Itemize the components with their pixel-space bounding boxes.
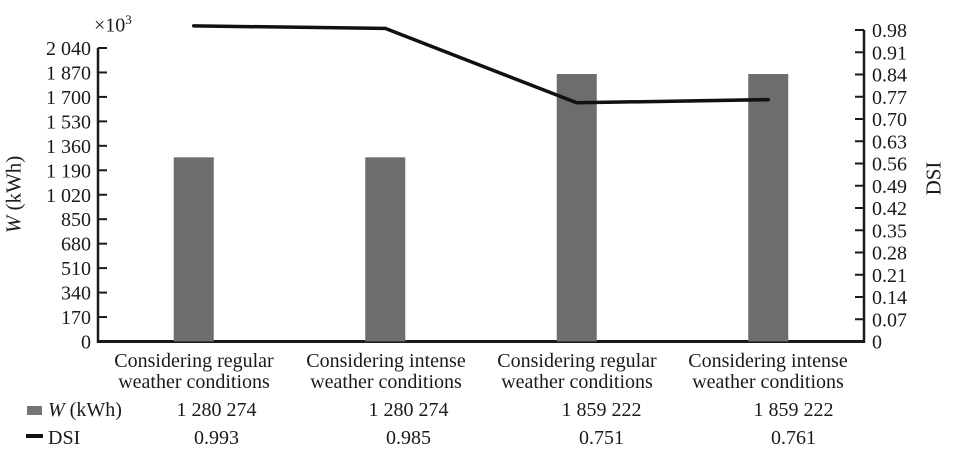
right-axis-tick-label: 0.56 [872,154,907,176]
left-axis-tick-label: 510 [61,258,91,280]
w-value: 1 280 274 [176,399,257,421]
left-axis-tick-label: 1 700 [46,87,91,109]
right-axis-tick-label: 0.70 [872,109,907,131]
left-axis-tick-label: 0 [81,332,91,354]
left-axis-tick-label: 1 360 [46,136,91,158]
left-axis-tick-label: 2 040 [46,38,91,60]
dsi-series-label: DSI [48,427,81,449]
right-axis-tick-label: 0.21 [872,265,907,287]
left-axis-tick-label: 340 [61,283,91,305]
dsi-series-marker-icon [26,434,43,438]
right-axis-tick-label: 0.91 [872,42,907,64]
left-axis-multiplier: ×103 [94,12,132,37]
left-axis-tick-label: 170 [61,307,91,329]
left-axis-title: W (kWh) [1,155,26,234]
bar-w [173,157,214,342]
right-axis-tick-label: 0.84 [872,65,907,87]
right-axis-tick-label: 0.07 [872,309,907,331]
w-value: 1 859 222 [753,399,834,421]
dsi-value: 0.761 [771,427,816,449]
category-label: Considering intense weather conditions [688,350,848,393]
dsi-value: 0.985 [386,427,431,449]
bar-w [556,74,597,342]
dsi-line [192,24,770,105]
right-axis-tick-label: 0.28 [872,243,907,265]
right-axis-tick-label: 0.49 [872,176,907,198]
w-series-label: W (kWh) [48,399,122,421]
left-axis-tick-label: 1 870 [46,62,91,84]
right-axis-tick-label: 0.63 [872,131,907,153]
bar-w [748,74,789,342]
left-axis-tick-label: 680 [61,234,91,256]
right-axis-tick-label: 0 [872,332,882,354]
right-axis-title: DSI [921,161,946,196]
category-label: Considering regular weather conditions [497,350,657,393]
right-axis-tick-label: 0.35 [872,220,907,242]
left-axis-tick-label: 1 530 [46,111,91,133]
right-axis-tick-label: 0.77 [872,87,907,109]
dsi-value: 0.993 [194,427,239,449]
left-axis-tick-label: 850 [61,209,91,231]
bar-w [365,157,406,342]
w-value: 1 280 274 [368,399,449,421]
w-value: 1 859 222 [561,399,642,421]
right-axis-tick-label: 0.98 [872,20,907,42]
left-axis-tick-label: 1 190 [46,160,91,182]
right-axis-tick-label: 0.14 [872,287,907,309]
right-axis-tick-label: 0.42 [872,198,907,220]
left-axis-tick-label: 1 020 [46,185,91,207]
category-label: Considering intense weather conditions [306,350,466,393]
w-series-marker-icon [27,406,42,415]
category-label: Considering regular weather conditions [114,350,274,393]
dsi-value: 0.751 [579,427,624,449]
